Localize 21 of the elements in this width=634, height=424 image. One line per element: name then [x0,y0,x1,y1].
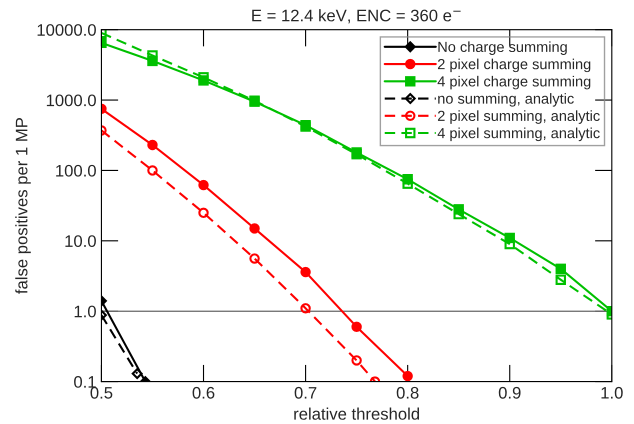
x-axis-title: relative threshold [294,408,420,420]
x-tick-label: 0.5 [90,386,112,399]
legend-label: 4 pixel summing, analytic [438,128,600,142]
y-tick-label: 0.1 [74,376,96,388]
y-axis-title: false positives per 1 MP [15,118,31,294]
legend-label: 4 pixel charge summing [438,76,590,90]
chart-title: E = 12.4 keV, ENC = 360 e$^{−}$ [252,9,461,24]
y-tick-label: 1000.0 [46,94,96,106]
x-tick-label: 0.6 [192,386,214,399]
legend-label: no summing, analytic [438,93,574,107]
legend-label: 2 pixel charge summing [438,58,590,72]
x-tick-label: 0.8 [396,386,419,399]
legend-label: 2 pixel summing, analytic [438,110,600,124]
x-tick-label: 0.9 [498,386,521,399]
legend-label: No charge summing [438,41,567,55]
y-tick-label: 10000.0 [38,24,96,36]
y-tick-label: 100.0 [56,164,96,177]
x-tick-label: 1.0 [601,386,623,399]
y-tick-label: 1.0 [74,306,96,318]
x-tick-label: 0.7 [294,386,316,399]
y-tick-label: 10.0 [65,235,96,248]
